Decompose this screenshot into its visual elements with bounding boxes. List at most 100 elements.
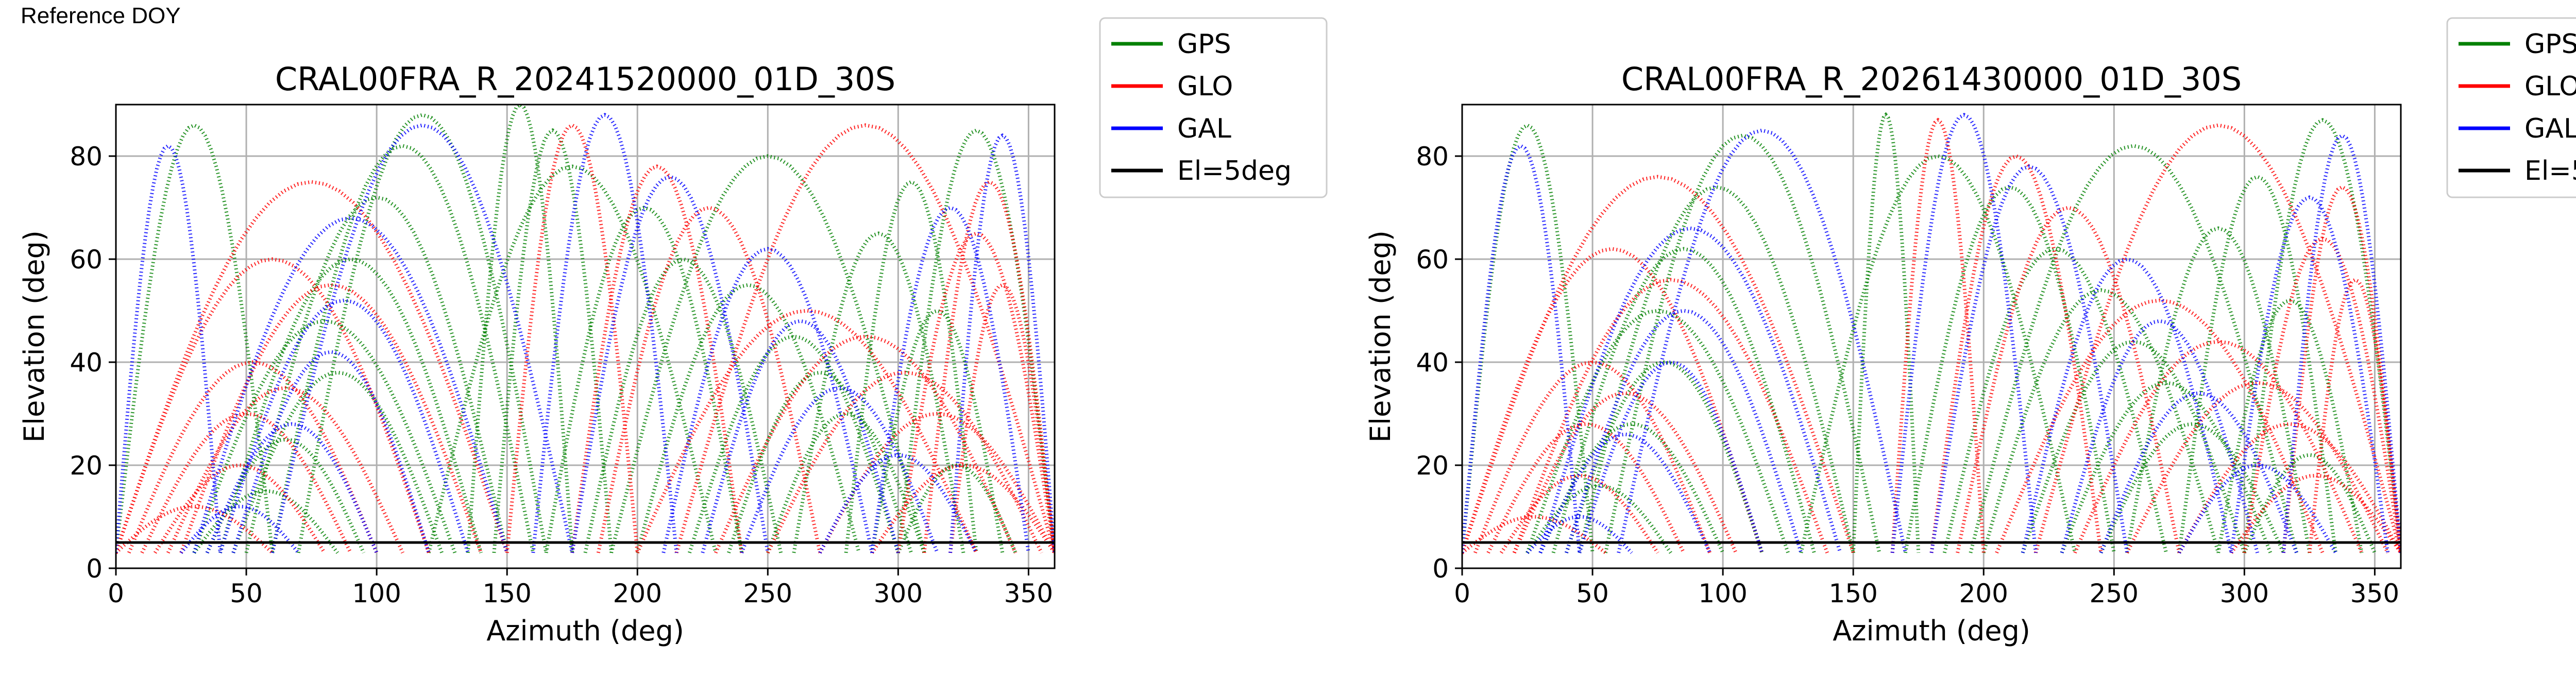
satellite-arc-glo	[922, 180, 1055, 553]
satellite-arc-glo	[2177, 422, 2401, 554]
satellite-arc-glo	[1890, 117, 1986, 553]
satellite-arc-gps	[492, 128, 614, 553]
satellite-arc-glo	[1929, 154, 2103, 553]
y-axis-label: Elevation (deg)	[18, 230, 50, 443]
y-tick-label: 40	[70, 348, 103, 378]
satellite-arc-glo	[2281, 185, 2401, 553]
satellite-arc-glo	[636, 309, 978, 554]
satellite-arc-gps	[2125, 226, 2312, 553]
satellite-arc-glo	[505, 123, 639, 553]
legend-label: GPS	[1177, 29, 1231, 60]
legend: GPS GLO GAL El=5deg	[2446, 17, 2576, 198]
satellite-arc-gps	[870, 309, 1005, 553]
satellite-arc-glo	[179, 283, 483, 554]
legend-label: El=5deg	[1177, 156, 1292, 187]
legend-label: GPS	[2524, 29, 2576, 60]
satellite-arc-gps	[1799, 154, 2077, 553]
satellite-arc-glo	[766, 370, 1043, 554]
satellite-arc-glo	[896, 231, 1055, 553]
satellite-arc-glo	[1486, 422, 1686, 554]
satellite-arc-gal	[2281, 133, 2401, 553]
x-tick-label: 150	[1828, 579, 1877, 608]
x-tick-label: 350	[1004, 579, 1053, 608]
satellite-arc-gal	[2229, 195, 2390, 553]
legend: GPS GLO GAL El=5deg	[1099, 17, 1328, 198]
satellite-arc-glo	[1513, 391, 1738, 554]
satellite-arc-glo	[116, 257, 431, 554]
satellite-arc-gps	[205, 437, 366, 554]
satellite-arc-gps	[2177, 175, 2337, 553]
y-tick-label: 20	[1416, 451, 1449, 481]
satellite-arc-glo	[2125, 381, 2389, 554]
satellite-arc-glo	[1462, 175, 1855, 554]
page-label: Reference DOY	[21, 3, 181, 28]
x-tick-label: 300	[874, 579, 923, 608]
satellite-arc-gal	[531, 113, 679, 553]
satellite-arc-gps	[1981, 288, 2221, 553]
chart-title: CRAL00FRA_R_20241520000_01D_30S	[275, 60, 895, 98]
x-tick-label: 50	[230, 579, 263, 608]
x-axis-label: Azimuth (deg)	[486, 615, 684, 647]
satellite-arc-gal	[1526, 515, 1633, 554]
satellite-arc-glo	[2230, 473, 2401, 554]
satellite-arc-glo	[2308, 278, 2401, 553]
satellite-arc-gal	[270, 123, 574, 553]
satellite-arc-gps	[1903, 185, 2116, 553]
x-tick-label: 150	[482, 579, 531, 608]
satellite-arc-gps	[244, 195, 509, 553]
satellite-arc-glo	[1499, 473, 1659, 554]
y-tick-label: 40	[1416, 348, 1449, 378]
satellite-arc-gps	[844, 180, 978, 553]
x-tick-label: 200	[613, 579, 662, 608]
chart-panel-1: 0 50 100 150 200 250 300 350 0 20 40 60 80 CRAL00FRA_…	[18, 17, 1328, 647]
x-tick-label: 0	[108, 579, 124, 608]
x-tick-label: 0	[1454, 579, 1470, 608]
satellite-arc-gal	[1565, 309, 1803, 554]
legend-label: GLO	[1177, 71, 1233, 102]
satellite-arc-glo	[1995, 298, 2325, 554]
x-tick-label: 250	[2090, 579, 2139, 608]
satellite-arc-gal	[2060, 319, 2259, 553]
satellite-arc-glo	[948, 283, 1055, 553]
satellite-arc-glo	[2073, 340, 2364, 554]
satellite-arc-gal	[192, 216, 509, 553]
satellite-arc-glo	[674, 123, 1055, 553]
y-tick-label: 60	[1416, 245, 1449, 275]
chart-panel-2: 0 50 100 150 200 250 300 350 0 20 40 60 80 CRAL00FRA_…	[1364, 17, 2576, 647]
satellite-arc-gps	[2060, 381, 2273, 554]
satellite-arc-gps	[1851, 112, 1921, 553]
satellite-arc-gps	[2216, 298, 2364, 553]
x-tick-label: 350	[2350, 579, 2399, 608]
y-tick-label: 20	[70, 451, 103, 481]
satellite-arc-gps	[609, 154, 926, 553]
satellite-arc-glo	[1512, 278, 1829, 554]
satellite-arc-gal	[231, 350, 431, 554]
satellite-arc-glo	[1462, 247, 1764, 554]
satellite-arc-glo	[166, 386, 404, 554]
satellite-arc-gps	[270, 144, 535, 553]
satellite-arc-gps	[2242, 118, 2401, 553]
satellite-arc-gal	[1929, 164, 2129, 553]
satellite-arc-gps	[1603, 133, 1882, 553]
satellite-arc-gal	[1462, 143, 1582, 553]
satellite-arc-gps	[1969, 144, 2298, 553]
y-axis-label: Elevation (deg)	[1364, 230, 1397, 443]
satellite-arc-gps	[427, 164, 718, 553]
satellite-arc-gal	[570, 175, 770, 553]
x-tick-label: 300	[2220, 579, 2269, 608]
satellite-arc-gps	[896, 128, 1055, 553]
legend-label: El=5deg	[2524, 156, 2576, 187]
satellite-arc-gal	[1890, 113, 2038, 553]
y-tick-label: 80	[70, 142, 103, 172]
satellite-arc-gps	[1462, 123, 1595, 553]
x-tick-label: 100	[1698, 579, 1747, 608]
satellite-arc-gps	[192, 319, 457, 554]
satellite-arc-gal	[1617, 128, 1907, 553]
legend-label: GLO	[2524, 71, 2576, 102]
satellite-arc-gps	[896, 463, 1018, 554]
legend-box	[2446, 17, 2576, 198]
satellite-arc-gps	[296, 113, 548, 553]
satellite-arc-gps	[792, 231, 965, 553]
satellite-arc-glo	[1462, 515, 1607, 554]
